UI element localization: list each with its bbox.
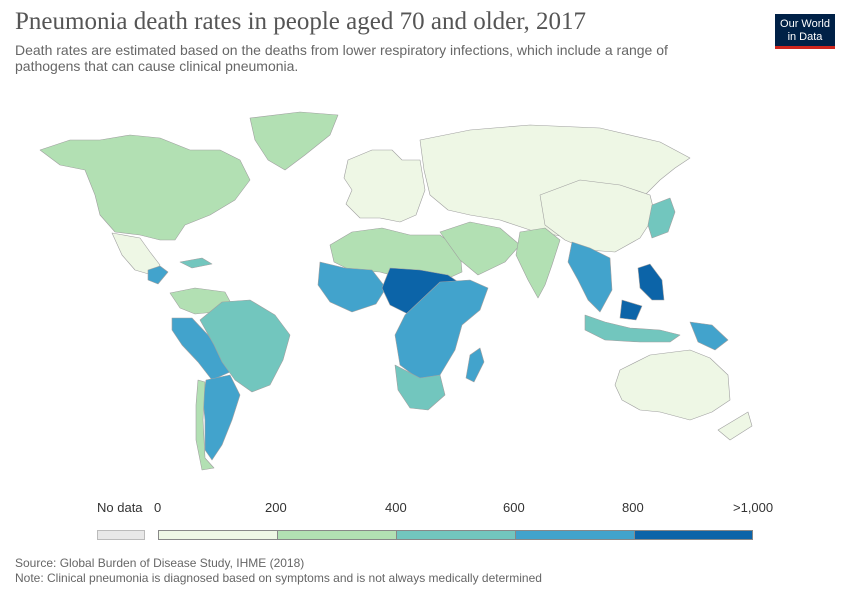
legend-bin-1 [277, 530, 396, 540]
region-west-africa[interactable] [317, 261, 387, 313]
legend-tick-label: 800 [622, 500, 644, 515]
region-western-europe[interactable] [343, 149, 426, 223]
legend-bin-4 [634, 530, 753, 540]
chart-title: Pneumonia death rates in people aged 70 … [15, 8, 587, 35]
legend-tick-label: 600 [503, 500, 525, 515]
region-east-africa[interactable] [394, 279, 489, 381]
region-mainland-southeast-asia[interactable] [567, 241, 613, 313]
region-southern-africa[interactable] [394, 364, 446, 411]
region-peru-bolivia[interactable] [171, 317, 231, 381]
legend-bin-0 [158, 530, 277, 540]
footnote: Note: Clinical pneumonia is diagnosed ba… [15, 571, 542, 585]
region-north-america-greenland[interactable] [39, 111, 339, 241]
world-map [39, 111, 753, 471]
region-brazil[interactable] [199, 299, 291, 393]
region-chile[interactable] [195, 379, 215, 471]
legend-tick-label: >1,000 [733, 500, 774, 515]
owid-logo[interactable]: Our World in Data [775, 14, 835, 49]
region-papua-new-guinea[interactable] [689, 321, 729, 351]
chart-subtitle: Death rates are estimated based on the d… [15, 42, 668, 74]
region-guatemala-honduras[interactable] [147, 265, 169, 285]
legend-bin-3 [515, 530, 634, 540]
region-caribbean[interactable] [179, 257, 213, 269]
source-note: Source: Global Burden of Disease Study, … [15, 556, 305, 570]
legend-bin-2 [396, 530, 515, 540]
legend-tick-label: 400 [385, 500, 407, 515]
legend-tick-label: 0 [154, 500, 162, 515]
region-philippines[interactable] [619, 263, 665, 321]
region-china-mongolia[interactable] [539, 179, 656, 253]
region-australia-new-zealand[interactable] [614, 349, 753, 441]
legend-no-data-label: No data [97, 500, 143, 515]
region-india[interactable] [515, 227, 561, 299]
region-japan[interactable] [647, 197, 676, 239]
region-argentina[interactable] [202, 374, 241, 461]
logo-line-1: Our World [780, 18, 830, 30]
region-middle-east[interactable] [439, 221, 521, 276]
region-madagascar[interactable] [465, 347, 485, 383]
legend-tick-label: 200 [265, 500, 287, 515]
logo-line-2: in Data [787, 31, 823, 43]
region-indonesia[interactable] [584, 314, 681, 343]
legend-no-data-swatch [97, 530, 145, 540]
